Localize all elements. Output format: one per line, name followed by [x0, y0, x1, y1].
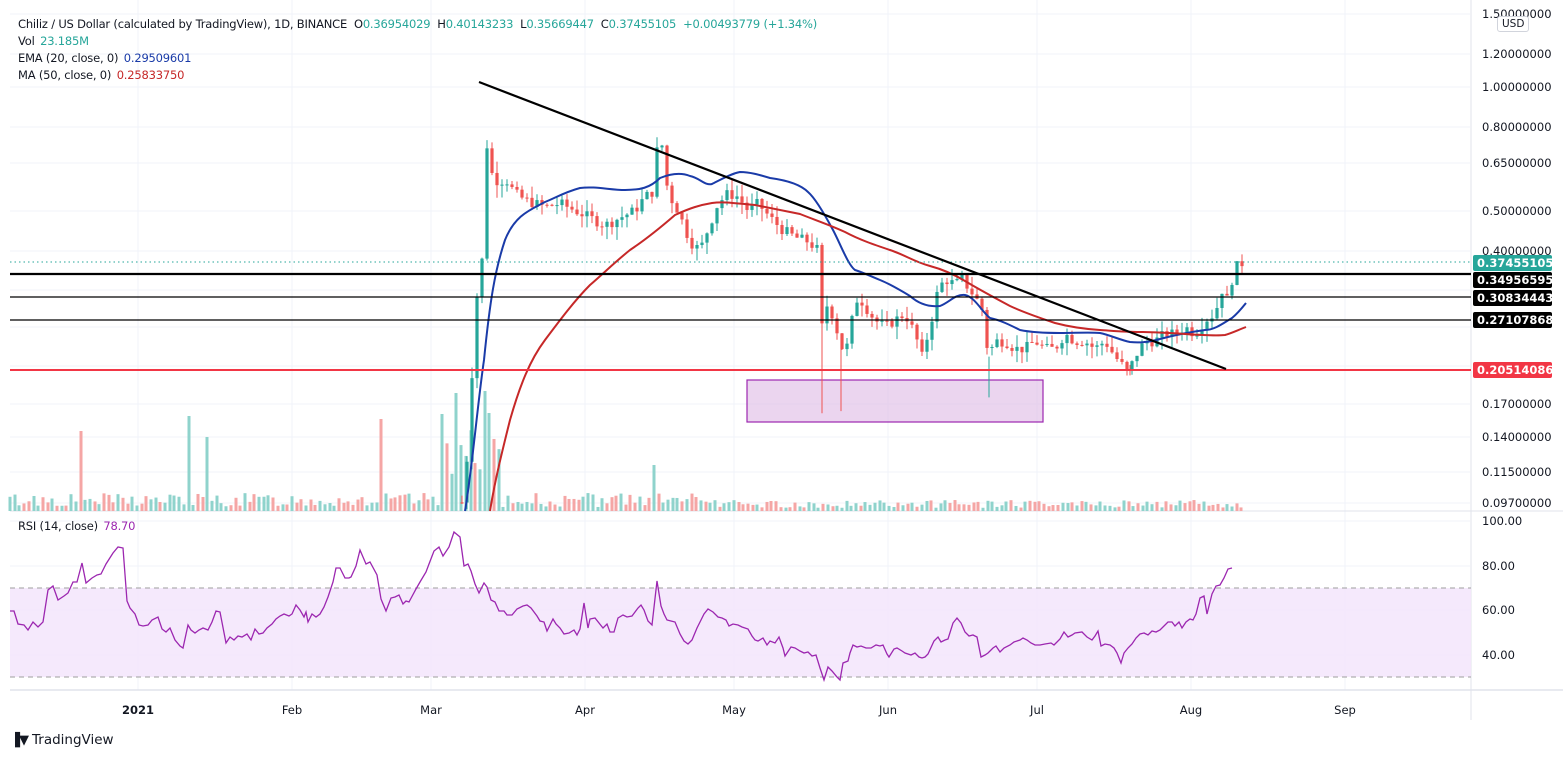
symbol-legend: Chiliz / US Dollar (calculated by Tradin…	[18, 16, 817, 33]
ema-line	[464, 170, 1247, 512]
time-tick: Jun	[879, 703, 897, 717]
rsi-value: 78.70	[103, 519, 136, 533]
rsi-legend[interactable]: RSI (14, close) 78.70	[18, 518, 135, 535]
ema-legend[interactable]: EMA (20, close, 0) 0.29509601	[18, 50, 191, 67]
tradingview-logo-icon: ▐▼	[10, 732, 29, 748]
time-tick: Sep	[1334, 703, 1356, 717]
price-tick: 0.09700000	[1482, 496, 1552, 510]
level-1-badge: 0.34956595	[1473, 272, 1553, 288]
low-value: 0.35669447	[526, 17, 594, 31]
candles	[460, 137, 1244, 509]
ema-value: 0.29509601	[123, 51, 192, 65]
time-tick: May	[722, 703, 746, 717]
time-tick: Jul	[1030, 703, 1044, 717]
ma-legend[interactable]: MA (50, close, 0) 0.25833750	[18, 67, 184, 84]
price-tick: 0.17000000	[1482, 397, 1552, 411]
price-tick: 0.14000000	[1482, 430, 1552, 444]
time-tick: Feb	[281, 703, 303, 717]
time-tick: Apr	[575, 703, 595, 717]
price-tick: 1.00000000	[1482, 80, 1552, 94]
time-tick: Aug	[1179, 703, 1203, 717]
vol-label: Vol	[18, 34, 35, 48]
volume-legend[interactable]: Vol 23.185M	[18, 33, 89, 50]
price-tick: 0.50000000	[1482, 204, 1552, 218]
volume-bars	[8, 391, 1243, 511]
vol-value: 23.185M	[40, 34, 89, 48]
close-label: C	[600, 17, 609, 31]
low-label: L	[520, 17, 527, 31]
high-value: 0.40143233	[445, 17, 514, 31]
rsi-line	[10, 530, 1233, 683]
currency-badge[interactable]: USD	[1497, 16, 1530, 32]
ma-label: MA (50, close, 0)	[18, 68, 112, 82]
high-label: H	[437, 17, 446, 31]
ma-line	[489, 201, 1247, 512]
rsi-tick: 60.00	[1482, 603, 1515, 617]
close-value: 0.37455105	[608, 17, 677, 31]
time-tick: Mar	[420, 703, 442, 717]
rsi-band	[10, 588, 1471, 677]
time-tick: 2021	[121, 703, 155, 717]
ma-value: 0.25833750	[116, 68, 185, 82]
level-2-badge: 0.30834443	[1473, 290, 1553, 306]
grid	[10, 0, 1470, 690]
support-badge: 0.20514086	[1473, 362, 1553, 378]
rsi-tick: 40.00	[1482, 648, 1515, 662]
rsi-label: RSI (14, close)	[18, 519, 98, 533]
price-tick: 1.20000000	[1482, 47, 1552, 61]
zone-box[interactable]	[746, 379, 1044, 423]
level-3-badge: 0.27107868	[1473, 312, 1553, 328]
price-tick: 0.65000000	[1482, 156, 1552, 170]
open-value: 0.36954029	[362, 17, 431, 31]
trendline[interactable]	[478, 80, 1227, 371]
open-label: O	[353, 17, 363, 31]
tradingview-logo-text: TradingView	[32, 732, 114, 748]
price-tick: 0.11500000	[1482, 465, 1552, 479]
price-tick: 0.80000000	[1482, 120, 1552, 134]
symbol-title[interactable]: Chiliz / US Dollar (calculated by Tradin…	[18, 17, 348, 31]
change-value: +0.00493779 (+1.34%)	[683, 17, 818, 31]
tradingview-logo[interactable]: ▐▼ TradingView	[10, 732, 114, 748]
rsi-tick: 80.00	[1482, 559, 1515, 573]
rsi-tick: 100.00	[1482, 514, 1523, 528]
price-tick: 0.40000000	[1482, 244, 1552, 258]
last-price-badge: 0.37455105	[1473, 255, 1553, 271]
ema-label: EMA (20, close, 0)	[18, 51, 119, 65]
